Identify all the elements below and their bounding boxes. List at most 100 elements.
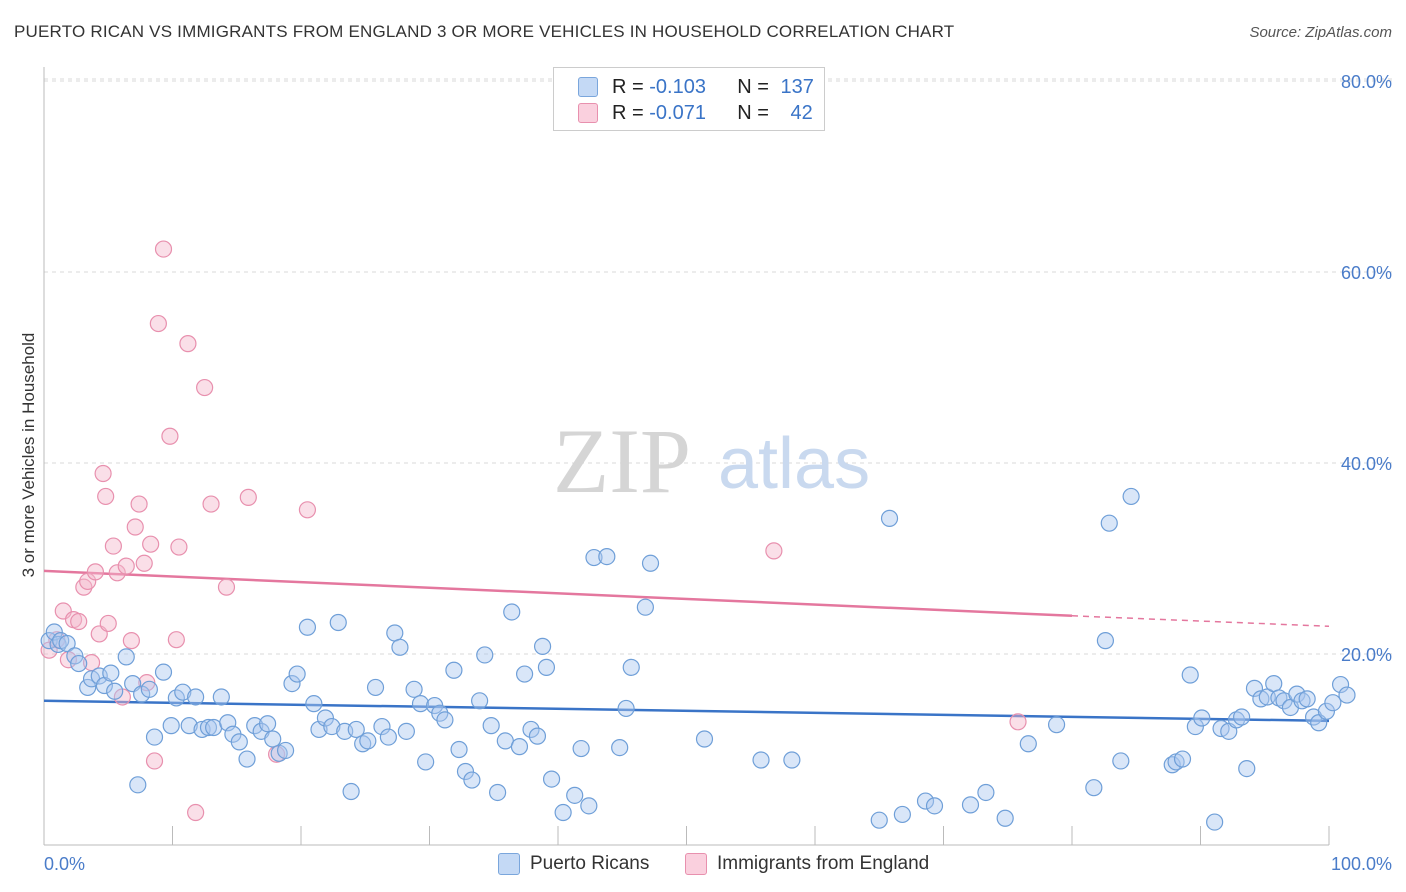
data-point-immigrants-england xyxy=(104,537,122,555)
data-point-puerto-ricans xyxy=(79,678,97,697)
data-point-puerto-ricans xyxy=(298,618,317,636)
data-point-immigrants-england xyxy=(298,501,317,519)
data-point-puerto-ricans xyxy=(1317,702,1336,720)
data-point-puerto-ricans xyxy=(1331,675,1350,694)
data-point-puerto-ricans xyxy=(187,688,205,706)
data-point-immigrants-england xyxy=(154,240,173,258)
data-point-puerto-ricans xyxy=(305,695,323,713)
trend-line-puerto-ricans xyxy=(43,699,1330,723)
data-point-puerto-ricans xyxy=(411,695,430,713)
data-point-immigrants-england xyxy=(161,427,179,445)
data-point-puerto-ricans xyxy=(1186,717,1204,736)
y-axis-label: 3 or more Vehicles in Household xyxy=(19,333,38,578)
data-point-puerto-ricans xyxy=(180,717,198,735)
data-point-puerto-ricans xyxy=(463,771,481,789)
data-point-puerto-ricans xyxy=(537,658,556,676)
data-point-puerto-ricans xyxy=(1233,708,1251,726)
trend-line-immigrants-england xyxy=(43,569,1073,618)
legend-n-label: N = xyxy=(737,75,775,98)
data-point-puerto-ricans xyxy=(1324,694,1342,712)
data-point-immigrants-england xyxy=(122,632,140,650)
data-point-puerto-ricans xyxy=(167,689,185,707)
data-point-puerto-ricans xyxy=(752,751,770,769)
data-point-puerto-ricans xyxy=(246,717,264,735)
data-point-puerto-ricans xyxy=(1047,716,1066,734)
data-point-puerto-ricans xyxy=(397,722,415,740)
legend-label-puerto-ricans: Puerto Ricans xyxy=(530,853,650,874)
data-point-puerto-ricans xyxy=(102,664,120,682)
data-point-puerto-ricans xyxy=(140,680,158,698)
data-point-puerto-ricans xyxy=(129,776,147,794)
data-point-puerto-ricans xyxy=(342,782,360,801)
data-point-puerto-ricans xyxy=(1122,487,1140,506)
data-point-immigrants-england xyxy=(130,495,148,513)
stats-legend: R = -0.103 N = 137 R = -0.071 N = 42 xyxy=(553,67,825,131)
legend-label-immigrants-england: Immigrants from England xyxy=(717,853,930,874)
axes xyxy=(43,67,1330,846)
data-point-puerto-ricans xyxy=(1100,514,1118,532)
data-point-puerto-ricans xyxy=(405,680,423,698)
data-point-puerto-ricans xyxy=(476,646,494,664)
data-point-puerto-ricans xyxy=(70,654,88,673)
y-tick-label: 40.0% xyxy=(1341,454,1392,474)
data-point-puerto-ricans xyxy=(417,753,435,771)
data-point-puerto-ricans xyxy=(482,717,500,735)
data-point-immigrants-england xyxy=(86,563,105,581)
data-point-puerto-ricans xyxy=(961,796,980,814)
data-point-immigrants-england xyxy=(196,378,214,397)
data-point-immigrants-england xyxy=(179,335,197,353)
data-point-puerto-ricans xyxy=(276,741,295,760)
legend-swatch-blue xyxy=(578,77,598,97)
data-point-puerto-ricans xyxy=(199,718,218,737)
data-point-puerto-ricans xyxy=(359,732,377,750)
data-point-puerto-ricans xyxy=(783,751,801,769)
data-point-immigrants-england xyxy=(217,578,236,596)
data-point-immigrants-england xyxy=(126,518,144,536)
y-tick-label: 60.0% xyxy=(1341,263,1392,283)
y-tick-label: 80.0% xyxy=(1341,72,1392,92)
data-point-puerto-ricans xyxy=(391,638,409,656)
data-point-puerto-ricans xyxy=(1112,752,1130,770)
x-tick-label-min: 0.0% xyxy=(44,854,85,874)
data-point-immigrants-england xyxy=(187,803,205,822)
legend-n-value: 42 xyxy=(790,101,813,124)
data-point-puerto-ricans xyxy=(695,730,714,748)
data-point-puerto-ricans xyxy=(622,658,640,676)
data-point-puerto-ricans xyxy=(1338,686,1356,704)
data-point-puerto-ricans xyxy=(379,728,397,746)
legend-row-puerto-ricans: R = -0.103 N = 137 xyxy=(578,74,814,100)
data-point-puerto-ricans xyxy=(323,717,341,736)
data-point-immigrants-england xyxy=(239,488,257,506)
data-point-puerto-ricans xyxy=(386,624,404,642)
data-point-puerto-ricans xyxy=(316,709,335,727)
data-point-puerto-ricans xyxy=(174,683,192,701)
data-point-puerto-ricans xyxy=(1270,689,1288,707)
legend-swatch-pink xyxy=(578,103,598,123)
x-tick-label-max: 100.0% xyxy=(1331,854,1392,874)
watermark-atlas: atlas xyxy=(718,424,870,504)
data-point-puerto-ricans xyxy=(288,665,306,683)
data-point-puerto-ricans xyxy=(238,750,256,768)
data-point-puerto-ricans xyxy=(366,678,385,697)
data-point-puerto-ricans xyxy=(510,738,529,756)
data-point-immigrants-england xyxy=(142,535,160,553)
data-point-puerto-ricans xyxy=(870,811,888,829)
data-point-puerto-ricans xyxy=(456,762,475,781)
data-point-puerto-ricans xyxy=(58,634,76,653)
data-point-puerto-ricans xyxy=(258,715,277,733)
data-point-puerto-ricans xyxy=(162,717,180,735)
data-point-immigrants-england xyxy=(170,538,188,556)
data-point-puerto-ricans xyxy=(611,738,629,757)
data-point-puerto-ricans xyxy=(1096,632,1115,650)
data-point-puerto-ricans xyxy=(1206,813,1224,831)
data-point-puerto-ricans xyxy=(916,792,935,810)
data-point-immigrants-england xyxy=(94,464,112,483)
legend-item-puerto-ricans: Puerto Ricans xyxy=(498,853,649,875)
data-point-puerto-ricans xyxy=(880,509,899,527)
legend-r-label: R = xyxy=(612,75,650,98)
data-point-puerto-ricans xyxy=(566,786,584,804)
data-point-immigrants-england xyxy=(1009,713,1027,731)
data-point-immigrants-england xyxy=(167,631,185,649)
watermark: ZIP atlas xyxy=(553,410,870,512)
